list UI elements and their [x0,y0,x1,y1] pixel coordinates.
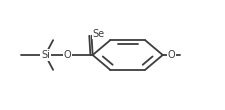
Text: O: O [167,50,174,60]
Text: Se: Se [92,29,104,38]
Text: O: O [63,50,71,60]
Text: Si: Si [41,50,50,60]
